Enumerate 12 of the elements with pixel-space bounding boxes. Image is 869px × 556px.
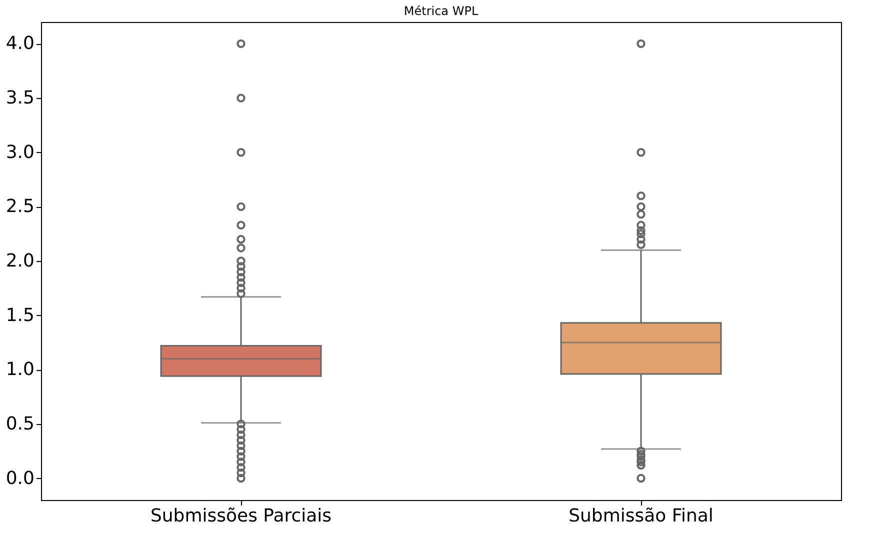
y-tick-label: 4.0	[6, 33, 34, 54]
x-tick-label: Submissão Final	[568, 506, 714, 526]
y-tick-label: 3.5	[6, 88, 34, 109]
y-tick-label: 1.0	[6, 359, 34, 380]
y-tick-label: 1.5	[6, 304, 34, 326]
y-tick-label: 2.0	[6, 250, 34, 272]
y-tick-label: 0.0	[6, 468, 34, 489]
y-tick-label: 3.0	[6, 142, 34, 163]
x-tick-label: Submissões Parciais	[150, 506, 332, 526]
y-tick-label: 2.5	[6, 196, 34, 218]
chart-title: Métrica WPL	[404, 4, 478, 18]
y-tick-label: 0.5	[6, 413, 34, 434]
